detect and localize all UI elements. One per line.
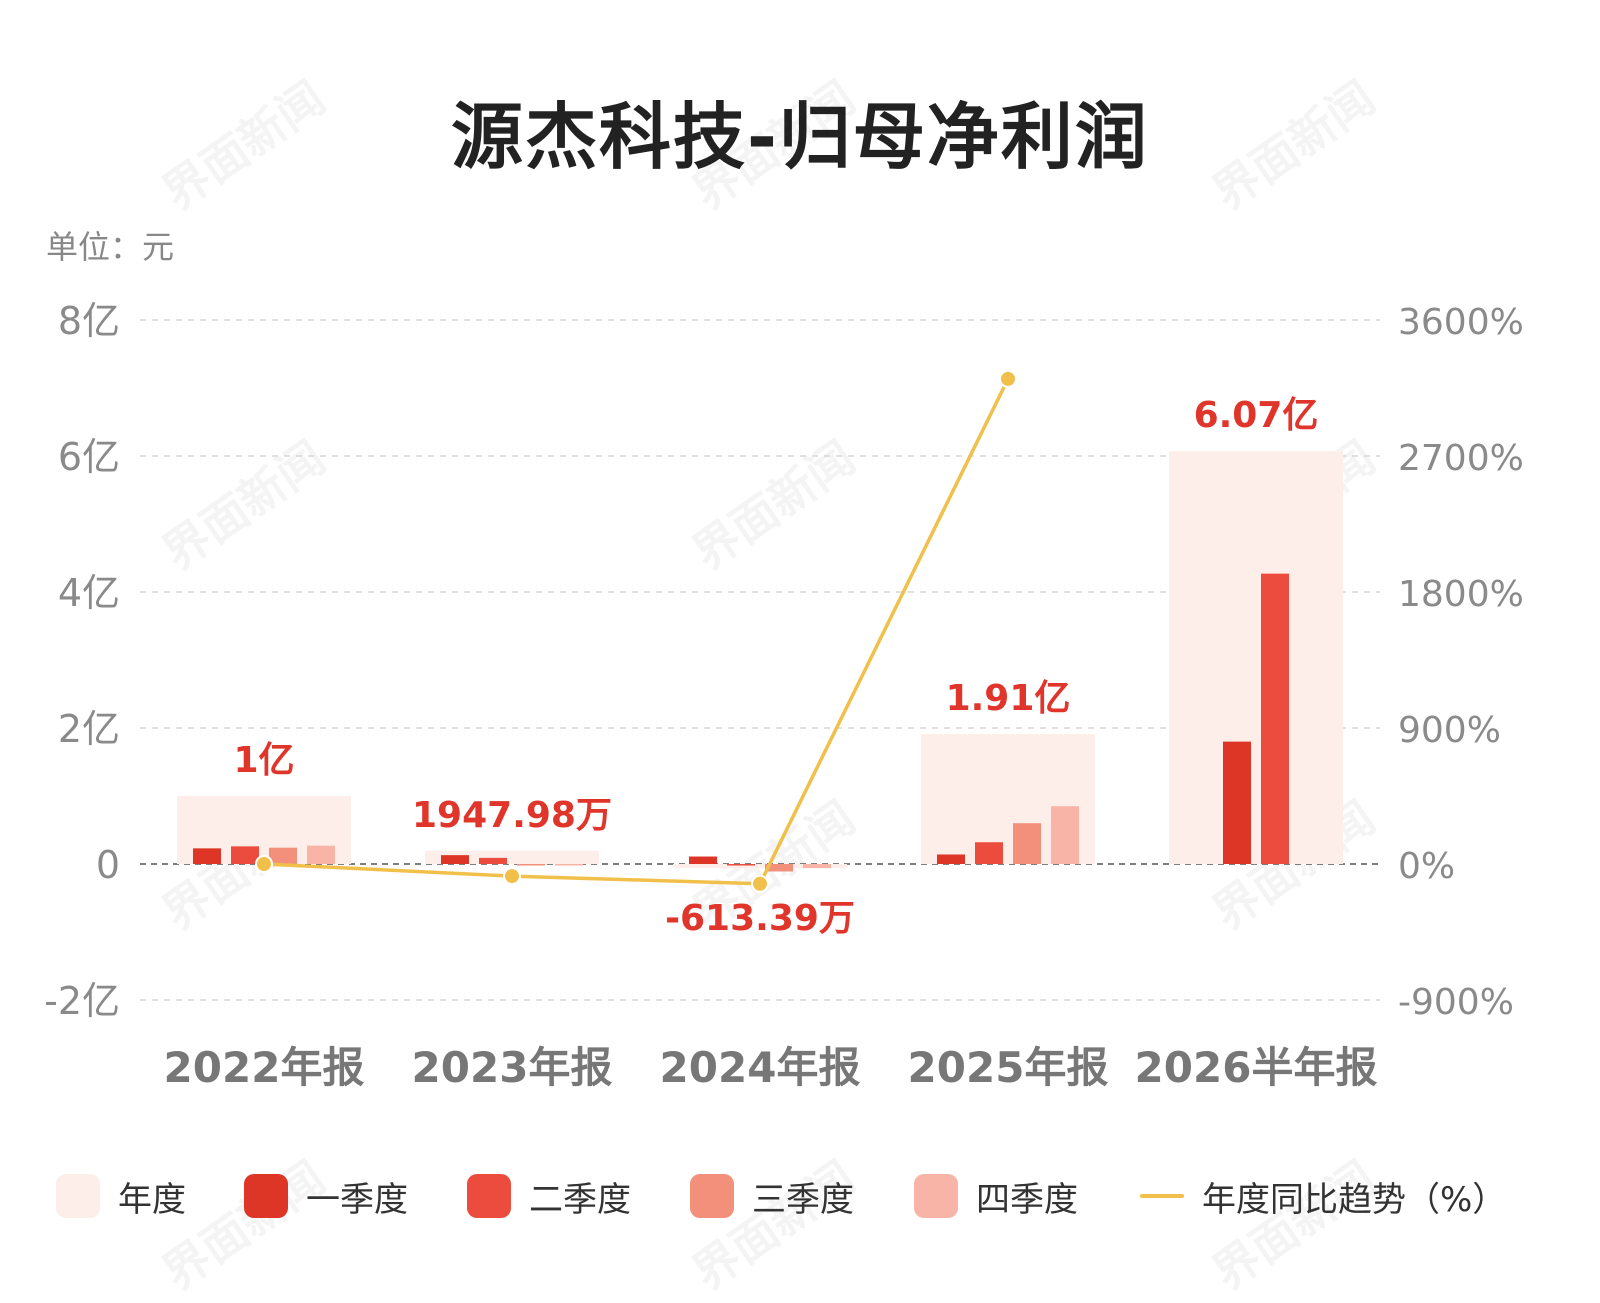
legend-item-q3[interactable]: 三季度 [690,1172,854,1220]
quarter-bar-3 [1013,823,1041,864]
left-tick-label: -2亿 [44,979,120,1023]
legend-item-trend[interactable]: 年度同比趋势（%） [1140,1172,1506,1220]
quarter-bar-2 [975,842,1003,864]
legend-item-q2[interactable]: 二季度 [467,1172,631,1220]
annual-value-label: -613.39万 [665,898,855,939]
quarter-bar-2 [727,864,755,866]
x-tick-label: 2022年报 [164,1043,365,1092]
left-tick-label: 4亿 [58,571,120,615]
legend-item-q1[interactable]: 一季度 [244,1172,408,1220]
legend-label-annual: 年度 [118,1179,186,1220]
legend-label-trend: 年度同比趋势（%） [1202,1179,1507,1220]
quarter-bar-2 [479,857,507,864]
annual-bar [1169,451,1343,864]
chart-plot: -2亿 0 2亿 4亿 6亿 8亿 -900% 0% 900% 1800% 2700% 3600% 1亿… [44,299,1524,1092]
left-tick-label: 0 [96,843,120,887]
quarter-bar-4 [307,845,335,864]
quarter-bar-4 [1051,806,1079,864]
x-tick-label: 2025年报 [908,1043,1109,1092]
legend-item-annual[interactable]: 年度 [56,1172,186,1220]
right-tick-label: 2700% [1398,438,1524,479]
quarter-bar-4 [555,864,583,866]
right-tick-label: 0% [1398,846,1455,887]
legend: 年度 一季度 二季度 三季度 四季度 年度同比趋势（%） [0,1172,1600,1232]
x-tick-label: 2026半年报 [1135,1043,1378,1092]
legend-line-trend [1140,1194,1184,1198]
unit-label: 单位：元 [46,228,175,266]
trend-point [503,867,521,886]
legend-label-q3: 三季度 [752,1179,854,1220]
legend-swatch-q2 [467,1174,511,1218]
quarter-bar-1 [193,848,221,864]
trend-point [255,855,273,873]
quarter-bar-1 [937,854,965,864]
legend-swatch-q3 [690,1174,734,1218]
x-tick-label: 2023年报 [412,1043,613,1092]
quarter-bar-1 [1223,741,1251,864]
left-tick-label: 6亿 [58,435,120,479]
left-tick-label: 2亿 [58,707,120,751]
right-tick-label: 900% [1398,710,1501,751]
trend-line [263,378,1010,886]
chart-title: 源杰科技-归母净利润 [451,95,1149,179]
quarter-bar-2 [231,846,259,864]
legend-swatch-q4 [914,1174,958,1218]
quarter-bar-3 [517,864,545,866]
right-tick-label: 1800% [1398,574,1524,615]
quarter-bar-3 [269,847,297,864]
annual-value-label: 1.91亿 [946,678,1071,719]
legend-label-q2: 二季度 [529,1179,631,1220]
annual-value-label: 1亿 [233,740,294,781]
quarter-bar-2 [1261,573,1289,864]
annual-value-label: 1947.98万 [412,795,612,836]
legend-swatch-annual [56,1174,100,1218]
legend-label-q1: 一季度 [306,1179,408,1220]
legend-swatch-q1 [244,1174,288,1218]
quarter-bar-1 [689,856,717,864]
quarter-bar-4 [803,864,831,869]
annual-value-label: 6.07亿 [1194,395,1319,436]
right-tick-label: 3600% [1398,302,1524,343]
trend-point [751,874,769,893]
annual-bar [673,864,847,869]
legend-item-q4[interactable]: 四季度 [914,1172,1078,1220]
legend-label-q4: 四季度 [976,1179,1078,1220]
left-tick-label: 8亿 [58,299,120,343]
x-tick-label: 2024年报 [660,1043,861,1092]
quarter-bar-3 [765,864,793,872]
quarter-bar-1 [441,855,469,864]
trend-point [999,369,1017,388]
right-tick-label: -900% [1398,982,1514,1023]
